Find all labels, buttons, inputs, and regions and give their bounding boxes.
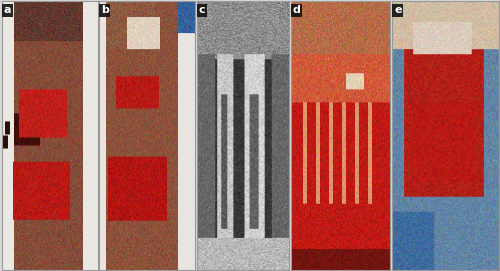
Text: a: a — [4, 5, 11, 15]
Text: b: b — [101, 5, 109, 15]
Text: e: e — [394, 5, 402, 15]
Text: c: c — [198, 5, 205, 15]
Text: d: d — [292, 5, 300, 15]
